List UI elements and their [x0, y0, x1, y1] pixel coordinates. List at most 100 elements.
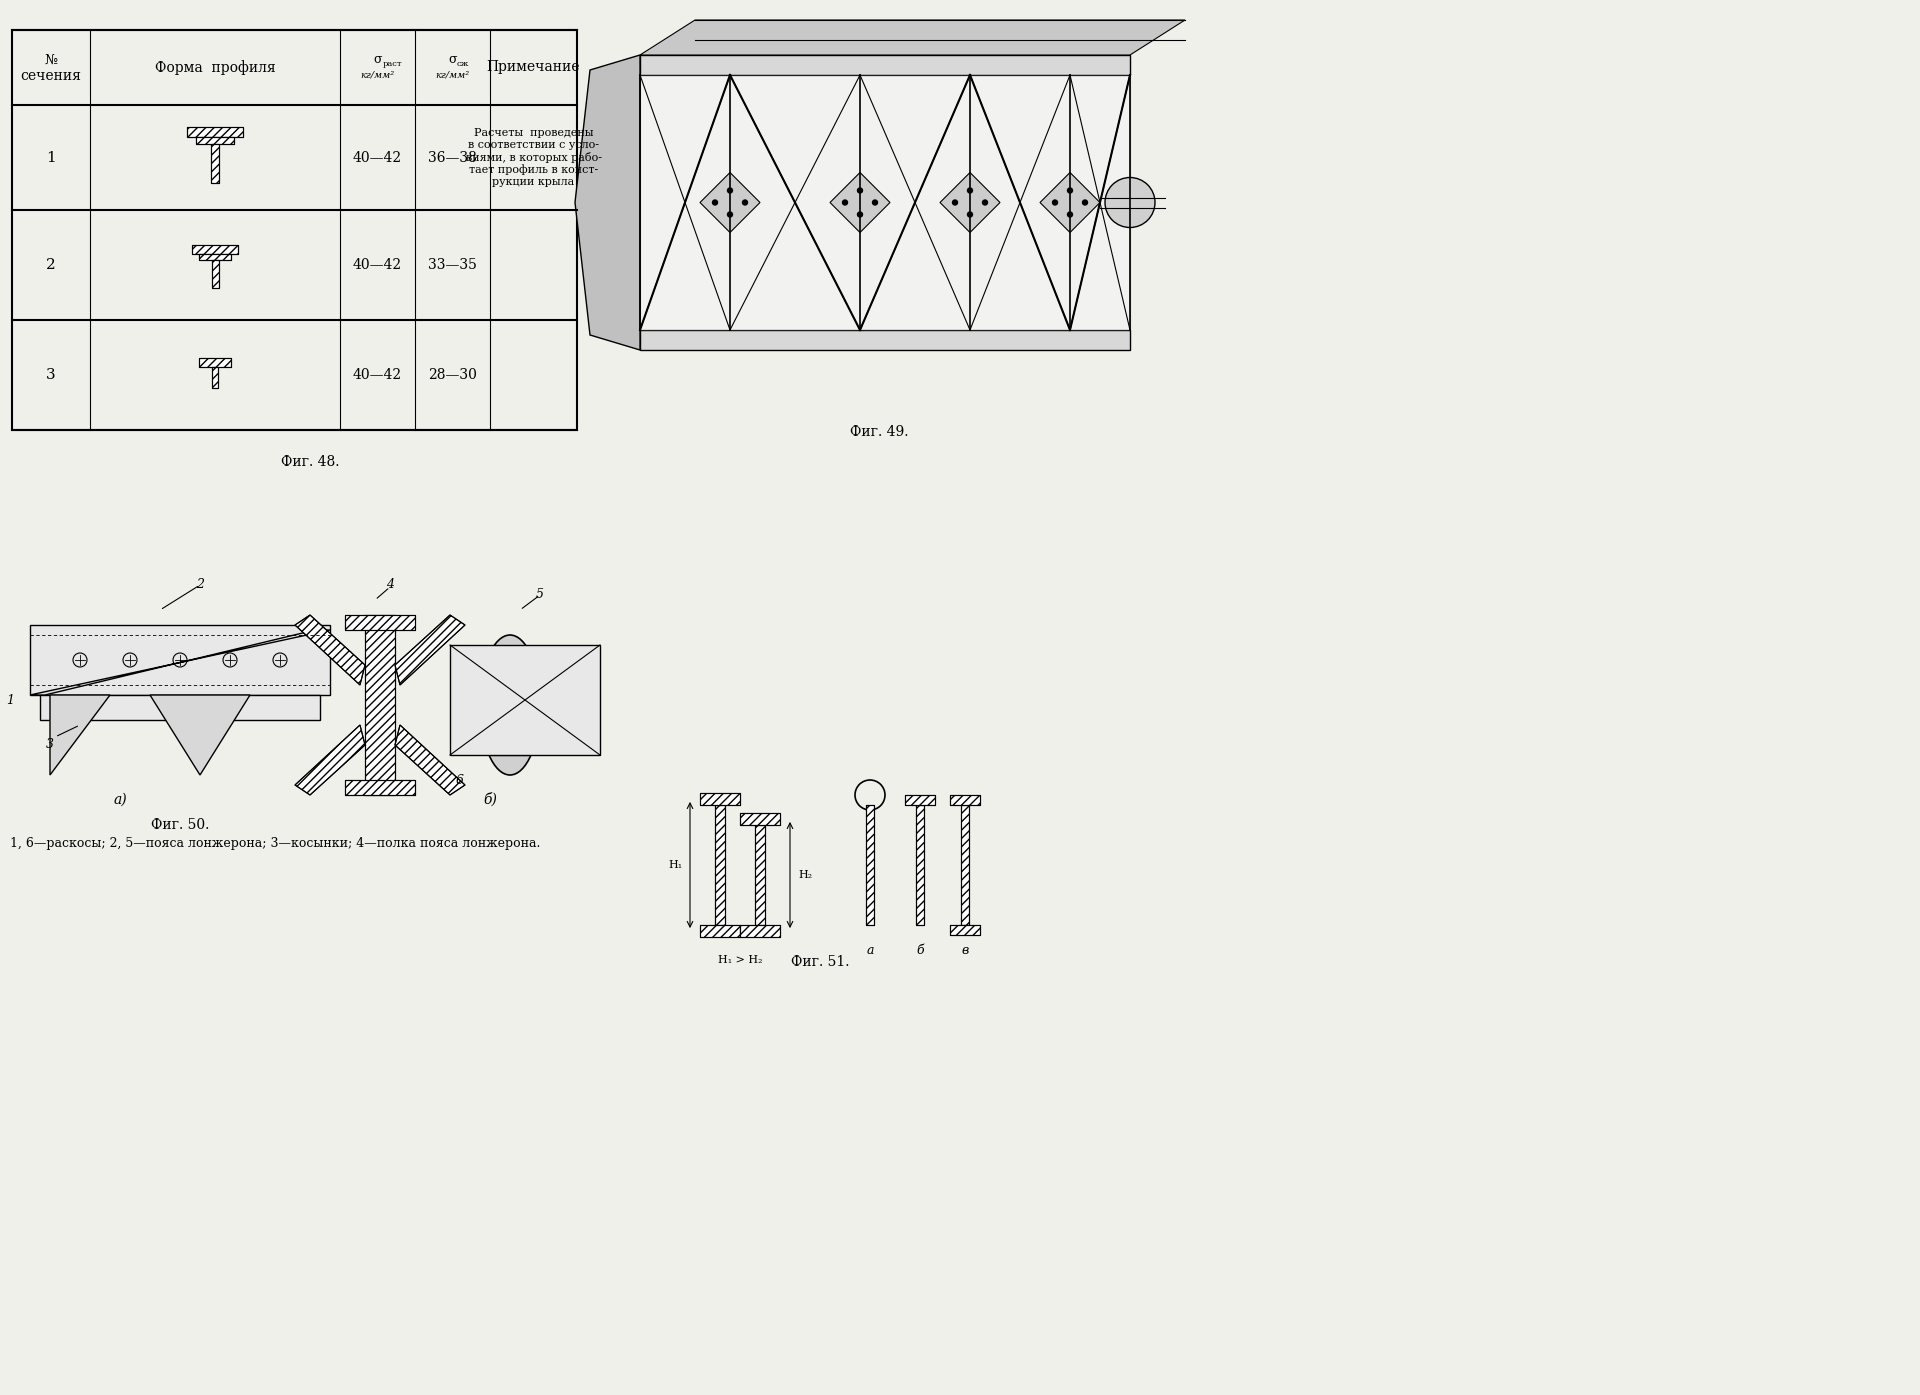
- Bar: [950, 925, 979, 935]
- Text: 2: 2: [196, 579, 204, 591]
- Bar: [701, 925, 739, 937]
- Bar: [962, 805, 970, 925]
- Polygon shape: [365, 615, 396, 795]
- Circle shape: [843, 199, 847, 205]
- Text: а: а: [866, 943, 874, 957]
- Text: 2: 2: [46, 258, 56, 272]
- Polygon shape: [31, 631, 330, 695]
- Text: 36—38: 36—38: [428, 151, 476, 165]
- Bar: [196, 137, 234, 144]
- Circle shape: [728, 188, 733, 193]
- Bar: [200, 254, 230, 259]
- Bar: [714, 805, 726, 925]
- Text: σ: σ: [447, 53, 457, 66]
- Text: 1, 6—раскосы; 2, 5—пояса лонжерона; 3—косынки; 4—полка пояса лонжерона.: 1, 6—раскосы; 2, 5—пояса лонжерона; 3—ко…: [10, 837, 540, 850]
- Polygon shape: [346, 780, 415, 795]
- Bar: [904, 795, 935, 805]
- Text: сж: сж: [457, 60, 468, 67]
- Text: кг/мм²: кг/мм²: [436, 71, 470, 80]
- Text: а): а): [113, 792, 127, 806]
- Bar: [200, 359, 230, 367]
- Polygon shape: [639, 54, 1131, 75]
- Bar: [701, 925, 739, 937]
- Circle shape: [712, 199, 718, 205]
- Polygon shape: [296, 725, 365, 795]
- Text: 40—42: 40—42: [353, 258, 401, 272]
- Text: H₁: H₁: [668, 859, 682, 870]
- Polygon shape: [50, 695, 109, 776]
- Bar: [739, 925, 780, 937]
- Circle shape: [728, 212, 733, 218]
- Bar: [739, 813, 780, 824]
- Bar: [755, 824, 764, 925]
- Text: 40—42: 40—42: [353, 151, 401, 165]
- Text: кг/мм²: кг/мм²: [361, 71, 396, 80]
- Text: б): б): [484, 792, 497, 808]
- Text: Расчеты  проведены
в соответствии с усло-
виями, в которых рабо-
тает профиль в : Расчеты проведены в соответствии с усло-…: [465, 128, 601, 187]
- Bar: [701, 792, 739, 805]
- Text: 5: 5: [536, 589, 543, 601]
- Bar: [866, 805, 874, 925]
- Bar: [950, 925, 979, 935]
- Polygon shape: [701, 173, 760, 233]
- Bar: [714, 805, 726, 925]
- Text: 3: 3: [46, 368, 56, 382]
- Circle shape: [952, 199, 958, 205]
- Polygon shape: [1041, 173, 1100, 233]
- Bar: [916, 805, 924, 925]
- Text: б: б: [916, 943, 924, 957]
- Circle shape: [1106, 177, 1156, 227]
- Bar: [196, 137, 234, 144]
- Text: 6: 6: [457, 773, 465, 787]
- Polygon shape: [40, 695, 321, 720]
- Bar: [211, 144, 219, 183]
- Bar: [904, 795, 935, 805]
- Bar: [950, 795, 979, 805]
- Bar: [962, 805, 970, 925]
- Polygon shape: [449, 644, 599, 755]
- Text: 1: 1: [46, 151, 56, 165]
- Bar: [213, 367, 217, 388]
- Bar: [490, 735, 530, 755]
- Polygon shape: [574, 54, 639, 350]
- Text: 33—35: 33—35: [428, 258, 476, 272]
- Bar: [186, 127, 244, 137]
- Polygon shape: [829, 173, 891, 233]
- Polygon shape: [639, 75, 1131, 331]
- Bar: [950, 795, 979, 805]
- Bar: [12, 31, 578, 430]
- Polygon shape: [346, 615, 415, 631]
- Bar: [490, 656, 530, 675]
- Text: 3: 3: [46, 738, 54, 752]
- Text: σ: σ: [372, 53, 382, 66]
- Bar: [211, 144, 219, 183]
- Circle shape: [858, 212, 862, 218]
- Text: Форма  профиля: Форма профиля: [156, 60, 275, 75]
- Bar: [200, 254, 230, 259]
- Polygon shape: [941, 173, 1000, 233]
- Text: 4: 4: [386, 579, 394, 591]
- Polygon shape: [639, 331, 1131, 350]
- Bar: [866, 805, 874, 925]
- Bar: [739, 813, 780, 824]
- Circle shape: [1068, 188, 1073, 193]
- Text: в: в: [962, 943, 968, 957]
- Circle shape: [968, 188, 973, 193]
- Text: 28—30: 28—30: [428, 368, 476, 382]
- Circle shape: [1083, 199, 1087, 205]
- Text: Фиг. 49.: Фиг. 49.: [851, 425, 908, 439]
- Bar: [916, 805, 924, 925]
- Bar: [701, 792, 739, 805]
- Ellipse shape: [480, 635, 540, 776]
- Bar: [755, 824, 764, 925]
- Text: H₁ > H₂: H₁ > H₂: [718, 956, 762, 965]
- Circle shape: [743, 199, 747, 205]
- Text: Фиг. 51.: Фиг. 51.: [791, 956, 849, 970]
- Bar: [211, 259, 219, 287]
- Polygon shape: [639, 20, 1185, 54]
- Polygon shape: [296, 615, 365, 685]
- Bar: [211, 259, 219, 287]
- Text: 40—42: 40—42: [353, 368, 401, 382]
- Bar: [213, 367, 217, 388]
- Text: Фиг. 48.: Фиг. 48.: [280, 455, 340, 469]
